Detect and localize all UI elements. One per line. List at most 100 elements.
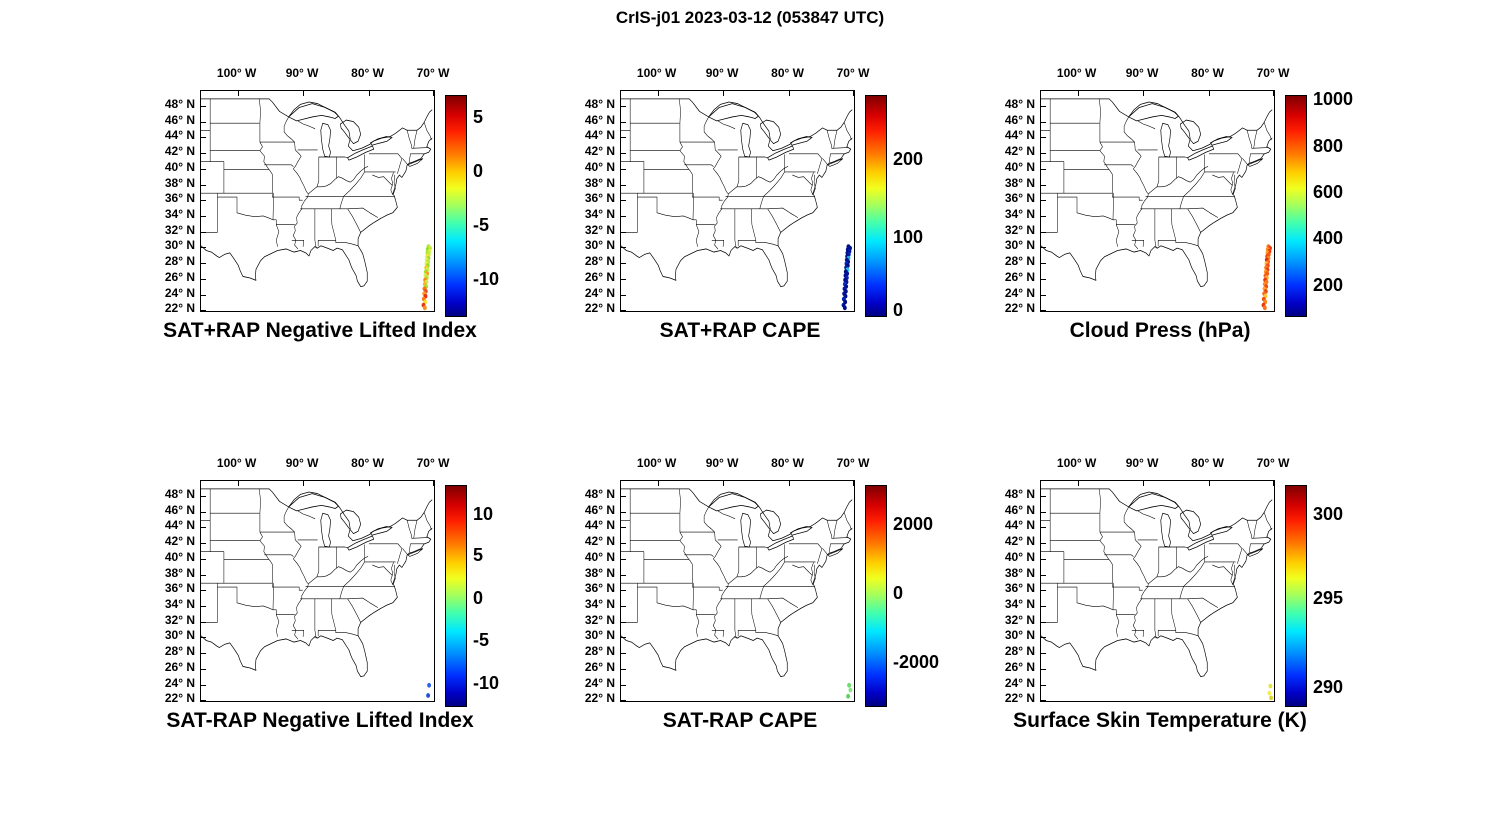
lat-tick-label: 38° N xyxy=(164,175,195,190)
lon-tick-mark xyxy=(657,481,659,486)
figure-title: CrIS-j01 2023-03-12 (053847 UTC) xyxy=(615,8,885,27)
lat-tick-mark xyxy=(201,137,206,139)
colorbar-tick-label: -5 xyxy=(473,630,490,651)
lat-tick-mark xyxy=(621,495,626,497)
lat-tick-mark xyxy=(201,684,206,686)
lat-tick-mark xyxy=(1041,184,1046,186)
lat-tick-mark xyxy=(201,278,206,280)
lat-tick-mark xyxy=(201,247,206,249)
lat-tick-label: 32° N xyxy=(1004,222,1035,237)
lat-tick-mark xyxy=(201,215,206,217)
lat-tick-mark xyxy=(201,495,206,497)
lon-tick-label: 90° W xyxy=(1125,456,1159,470)
lat-tick-mark xyxy=(1041,621,1046,623)
lat-tick-mark xyxy=(1041,668,1046,670)
colorbar-tick-label: -2000 xyxy=(893,652,940,673)
lat-tick-mark xyxy=(1041,700,1046,701)
lat-tick-label: 36° N xyxy=(164,191,195,206)
lat-tick-label: 34° N xyxy=(584,206,615,221)
colorbar xyxy=(865,485,887,707)
lat-tick-label: 22° N xyxy=(584,301,615,316)
lat-tick-label: 48° N xyxy=(584,96,615,111)
lat-tick-mark xyxy=(621,700,626,701)
data-point xyxy=(1269,695,1274,701)
us-map xyxy=(1041,98,1273,311)
lat-tick-label: 32° N xyxy=(1004,612,1035,627)
map-axes xyxy=(620,90,855,312)
colorbar-tick-label: 0 xyxy=(893,299,904,320)
lat-tick-mark xyxy=(201,543,206,545)
lon-tick-label: 80° W xyxy=(1191,456,1224,470)
colorbar-tick-label: 5 xyxy=(473,107,484,127)
lon-tick-mark xyxy=(1208,91,1210,96)
lat-tick-mark xyxy=(1041,247,1046,249)
lat-tick-label: 28° N xyxy=(584,644,615,659)
lat-tick-label: 32° N xyxy=(584,612,615,627)
panel-title: Cloud Press (hPa) xyxy=(1069,319,1251,342)
lat-tick-label: 28° N xyxy=(584,254,615,269)
colorbar-tick-label: 0 xyxy=(473,160,484,181)
lat-tick-mark xyxy=(201,105,206,107)
panel-title: SAT-RAP CAPE xyxy=(662,709,818,732)
lon-tick-label: 90° W xyxy=(705,456,739,470)
lat-tick-mark xyxy=(1041,684,1046,686)
lat-tick-label: 22° N xyxy=(1004,691,1035,706)
colorbar-tick-label: -10 xyxy=(473,673,500,693)
data-point xyxy=(847,682,852,688)
lon-tick-label: 100° W xyxy=(216,66,257,80)
lat-tick-mark xyxy=(621,558,626,560)
lat-tick-label: 48° N xyxy=(1004,486,1035,501)
lon-tick-mark xyxy=(303,91,305,96)
lat-tick-mark xyxy=(1041,294,1046,296)
lat-tick-mark xyxy=(1041,168,1046,170)
lon-tick-label: 70° W xyxy=(416,66,450,80)
lat-tick-label: 32° N xyxy=(164,612,195,627)
lon-tick-mark xyxy=(1143,481,1145,486)
map-axes xyxy=(200,480,435,702)
lat-tick-mark xyxy=(621,527,626,529)
lon-tick-label: 90° W xyxy=(285,66,319,80)
lat-tick-mark xyxy=(201,700,206,701)
map-panel: SAT+RAP Negative Lifted Index 100° W 90° … xyxy=(145,62,545,362)
scatter-points xyxy=(1267,683,1274,701)
lat-tick-mark xyxy=(1041,653,1046,655)
data-point xyxy=(848,687,853,693)
lon-tick-label: 100° W xyxy=(1056,66,1097,80)
lat-tick-mark xyxy=(621,231,626,233)
lat-tick-label: 44° N xyxy=(164,128,195,143)
data-point xyxy=(842,305,847,311)
lat-tick-mark xyxy=(1041,495,1046,497)
lat-tick-mark xyxy=(1041,558,1046,560)
data-point xyxy=(427,682,432,688)
us-map xyxy=(621,98,853,311)
lat-tick-mark xyxy=(201,310,206,311)
lon-tick-label: 90° W xyxy=(705,66,739,80)
lon-tick-mark xyxy=(853,481,854,486)
lat-tick-label: 48° N xyxy=(164,486,195,501)
lat-tick-label: 46° N xyxy=(1004,112,1035,127)
panel-title: SAT-RAP Negative Lifted Index xyxy=(166,709,474,732)
lat-tick-mark xyxy=(201,153,206,155)
lon-tick-mark xyxy=(853,91,854,96)
colorbar xyxy=(445,485,467,707)
lon-tick-mark xyxy=(433,481,434,486)
lat-tick-mark xyxy=(621,511,626,513)
lat-tick-label: 24° N xyxy=(1004,285,1035,300)
colorbar-tick-label: 290 xyxy=(1313,677,1344,698)
lat-tick-mark xyxy=(621,310,626,311)
colorbar-tick-label: 10 xyxy=(473,503,494,524)
scatter-points xyxy=(421,244,433,311)
colorbar-tick-label: -5 xyxy=(473,214,490,235)
lat-tick-label: 24° N xyxy=(584,675,615,690)
lat-tick-label: 34° N xyxy=(584,596,615,611)
lon-tick-label: 80° W xyxy=(771,456,804,470)
lat-tick-label: 42° N xyxy=(584,534,615,549)
lat-tick-label: 38° N xyxy=(164,565,195,580)
lat-tick-label: 38° N xyxy=(1004,565,1035,580)
lat-tick-label: 34° N xyxy=(1004,596,1035,611)
lat-tick-mark xyxy=(201,184,206,186)
lat-tick-mark xyxy=(621,168,626,170)
colorbar-tick-label: 100 xyxy=(893,226,924,247)
lat-tick-mark xyxy=(1041,511,1046,513)
lat-tick-mark xyxy=(201,231,206,233)
